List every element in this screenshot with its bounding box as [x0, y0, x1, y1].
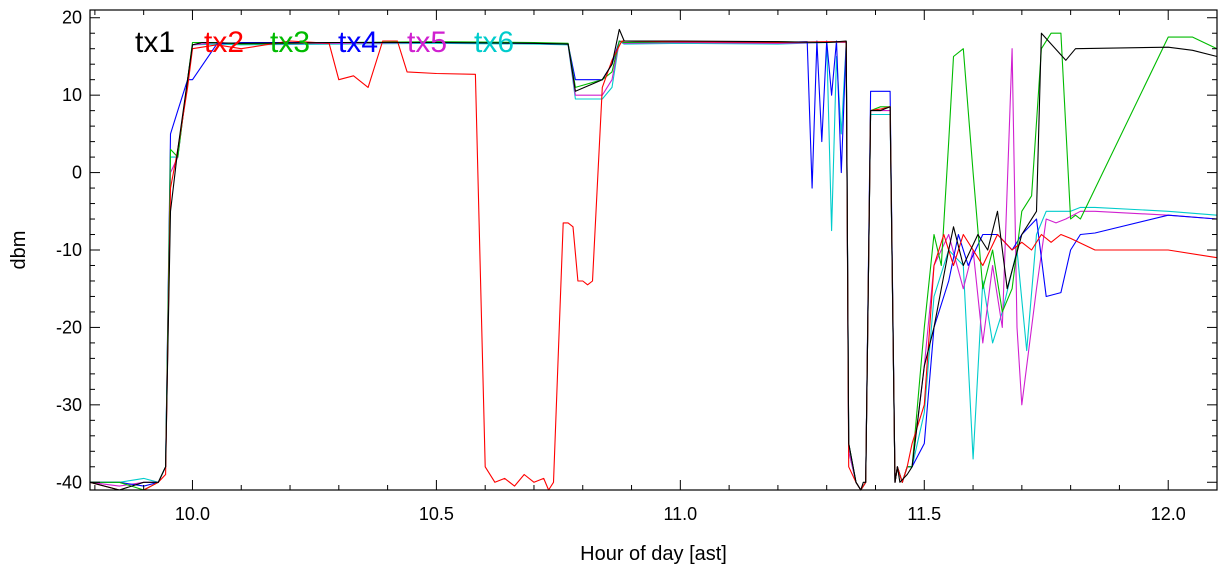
legend-label-tx1: tx1: [135, 26, 175, 59]
x-tick-label: 10.5: [419, 504, 454, 524]
series-line-tx4: [90, 40, 1218, 491]
y-axis-title: dbm: [8, 231, 30, 270]
legend-label-tx6: tx6: [474, 26, 514, 59]
tick-layer: 10.0 10.5 11.0 11.5 12.0 -40 -30 -20 -10 0 10 20: [56, 8, 1218, 524]
series-layer: [89, 28, 1218, 491]
x-tick-label: 12.0: [1151, 504, 1186, 524]
x-tick-label: 11.0: [663, 504, 697, 524]
legend-label-tx3: tx3: [270, 26, 310, 59]
x-axis-title: Hour of day [ast]: [580, 543, 727, 565]
x-tick-label: 11.5: [907, 504, 941, 524]
y-tick-label: -30: [56, 395, 82, 415]
y-tick-label: -10: [56, 240, 82, 260]
series-line-tx3: [90, 32, 1218, 491]
series-line-tx5: [89, 40, 1218, 491]
legend-label-tx4: tx4: [338, 26, 378, 59]
plot-frame: [89, 9, 1218, 491]
y-tick-label: 0: [72, 163, 82, 183]
legend-label-tx2: tx2: [204, 26, 244, 59]
legend: tx1 tx2 tx3 tx4 tx5 tx6: [135, 26, 514, 59]
y-tick-label: -20: [56, 317, 82, 337]
series-line-tx2: [89, 40, 1218, 491]
y-tick-label: 10: [62, 85, 82, 105]
series-line-tx6: [90, 40, 1218, 491]
legend-label-tx5: tx5: [407, 26, 447, 59]
y-tick-label: -40: [56, 472, 82, 492]
y-tick-label: 20: [62, 8, 82, 28]
series-line-tx1: [89, 28, 1218, 491]
x-tick-label: 10.0: [175, 504, 210, 524]
